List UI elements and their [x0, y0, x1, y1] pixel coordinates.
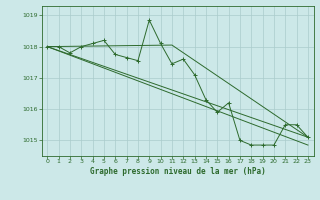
X-axis label: Graphe pression niveau de la mer (hPa): Graphe pression niveau de la mer (hPa) — [90, 167, 266, 176]
